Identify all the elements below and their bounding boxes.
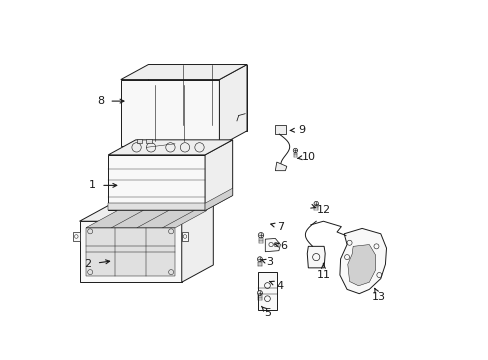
Polygon shape	[108, 155, 204, 211]
Polygon shape	[347, 244, 375, 286]
Polygon shape	[80, 221, 182, 282]
Polygon shape	[146, 139, 152, 143]
Text: 4: 4	[276, 281, 284, 291]
Text: 5: 5	[264, 308, 271, 318]
Polygon shape	[219, 64, 246, 146]
Circle shape	[313, 201, 318, 206]
Polygon shape	[86, 228, 175, 276]
Polygon shape	[339, 228, 386, 294]
Text: 11: 11	[316, 270, 330, 280]
Circle shape	[257, 257, 262, 262]
Polygon shape	[121, 64, 246, 80]
Polygon shape	[274, 126, 285, 134]
Text: 8: 8	[97, 96, 103, 106]
Polygon shape	[86, 211, 206, 228]
Circle shape	[293, 148, 297, 153]
Polygon shape	[73, 232, 80, 241]
Polygon shape	[258, 273, 276, 310]
Polygon shape	[275, 162, 286, 171]
Polygon shape	[306, 246, 325, 268]
Polygon shape	[126, 126, 241, 140]
Text: 7: 7	[276, 222, 284, 231]
Polygon shape	[136, 139, 142, 143]
Polygon shape	[182, 232, 188, 241]
Text: 6: 6	[280, 241, 287, 251]
Polygon shape	[121, 80, 219, 146]
Circle shape	[257, 291, 262, 295]
Circle shape	[258, 233, 263, 238]
Text: 3: 3	[265, 257, 272, 267]
Polygon shape	[204, 140, 232, 211]
Polygon shape	[108, 203, 204, 211]
Text: 13: 13	[371, 292, 385, 302]
Text: 10: 10	[302, 152, 315, 162]
Polygon shape	[182, 204, 213, 282]
Text: 9: 9	[298, 125, 305, 135]
Polygon shape	[265, 238, 280, 252]
Polygon shape	[80, 204, 213, 221]
Text: 2: 2	[84, 259, 91, 269]
Text: 1: 1	[88, 180, 95, 190]
Polygon shape	[204, 188, 232, 211]
Polygon shape	[108, 140, 232, 155]
Polygon shape	[148, 64, 246, 131]
Text: 12: 12	[316, 206, 330, 216]
